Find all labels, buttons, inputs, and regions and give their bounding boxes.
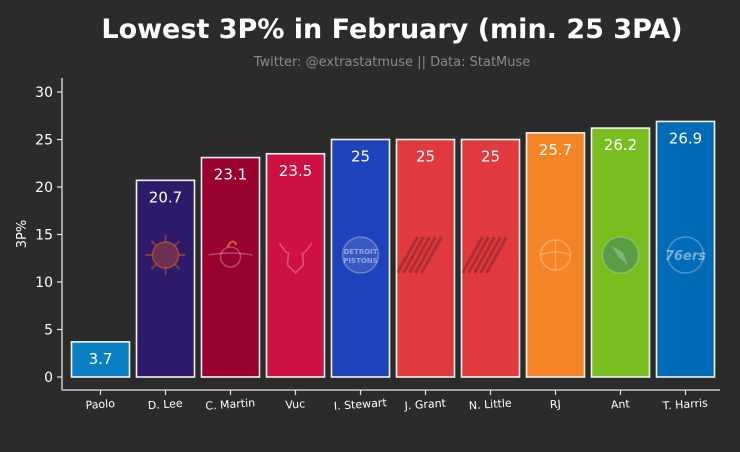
bar-value-label: 25 [416, 148, 435, 166]
axes: 0 5 10 15 20 25 30 Paolo D. Lee C. Martin Vuc I. St… [35, 78, 720, 413]
bar-group: 25.7 [525, 132, 586, 378]
y-tick-label: 10 [35, 275, 53, 291]
knicks-logo-icon [539, 239, 572, 271]
x-tick-label: Paolo [85, 397, 116, 412]
bar [200, 156, 261, 378]
bar-group: 26.2 [590, 127, 651, 378]
y-tick-label: 30 [35, 85, 53, 101]
bar-value-label: 20.7 [149, 188, 182, 206]
bar-value-label: 26.2 [604, 136, 637, 154]
bar-value-label: 23.5 [279, 162, 312, 180]
bar [265, 152, 326, 378]
bar [70, 341, 131, 378]
bar [460, 138, 521, 378]
y-tick-label: 20 [35, 180, 53, 196]
bar-value-label: 26.9 [669, 129, 702, 147]
bar [330, 138, 391, 378]
chart-title: Lowest 3P% in February (min. 25 3PA) [101, 14, 682, 45]
x-tick-label: I. Stewart [333, 396, 387, 413]
bar [655, 120, 716, 378]
bar-group: 25 [460, 138, 521, 378]
x-tick-label: Ant [610, 397, 630, 411]
bar-group: 20.7 [135, 179, 196, 378]
x-tick-label: N. Little [468, 397, 512, 413]
bar [590, 127, 651, 378]
x-tick-label: C. Martin [205, 396, 256, 412]
x-tick-label: Vuc [285, 397, 306, 411]
blazers-logo-icon [396, 236, 443, 274]
pistons-logo-text-bottom: PISTONS [343, 257, 377, 265]
bar [395, 138, 456, 378]
x-tick-label: T. Harris [661, 396, 708, 412]
bar-value-label: 25.7 [539, 141, 572, 159]
bar-value-label: 23.1 [214, 166, 247, 184]
bulls-logo-icon [278, 242, 313, 275]
timberwolves-logo-icon [601, 236, 640, 274]
bar-group: 23.5 [265, 152, 326, 378]
x-tick-label: D. Lee [147, 397, 183, 412]
bar-group: 23.1 [200, 156, 261, 378]
bar-group: 25 [395, 138, 456, 378]
y-tick-label: 25 [35, 133, 53, 149]
bar-group: 3.7 [70, 341, 131, 378]
heat-logo-icon [208, 240, 253, 268]
suns-logo-icon [145, 235, 186, 275]
blazers-logo-icon [461, 236, 508, 274]
y-axis-label: 3P% [15, 220, 30, 248]
chart-subtitle: Twitter: @extrastatmuse || Data: StatMus… [253, 55, 531, 70]
bar-value-label: 25 [351, 148, 370, 166]
bar-value-label: 25 [481, 148, 500, 166]
y-tick-label: 15 [35, 228, 53, 244]
bar [135, 179, 196, 378]
x-tick-label: RJ [549, 398, 561, 412]
bar-value-label: 3.7 [89, 350, 113, 368]
pistons-logo-text-top: DETROIT [343, 248, 377, 256]
y-tick-label: 0 [44, 370, 53, 386]
sixers-logo-text: 76ers [665, 249, 706, 264]
x-tick-label: J. Grant [403, 397, 447, 413]
bar-group: 76ers 26.9 [655, 120, 716, 378]
bar [525, 132, 586, 378]
sixers-logo-icon: 76ers [665, 236, 706, 274]
y-tick-label: 5 [44, 323, 53, 339]
